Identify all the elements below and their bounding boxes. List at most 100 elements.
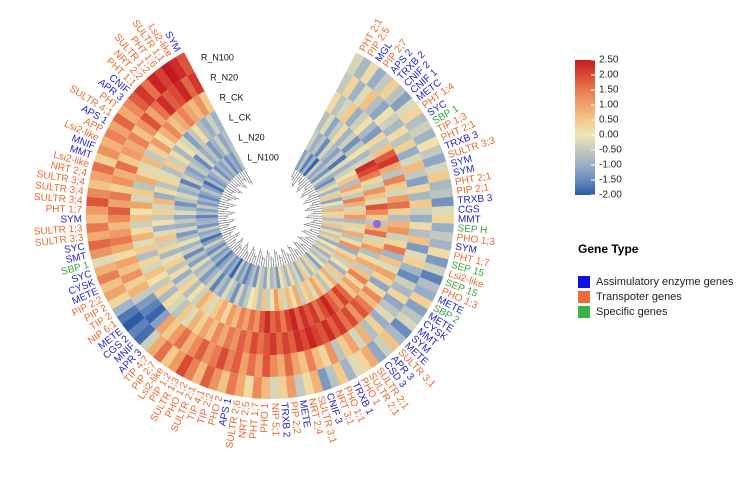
heat-cell [197,224,220,233]
heat-cell [130,214,153,222]
dendro-leaf [291,173,303,188]
heat-cell [255,265,263,289]
heat-cell [117,152,141,168]
heat-cell [158,247,182,261]
heat-cell [306,162,325,181]
dendro-leaf [235,175,248,189]
heat-cell [367,137,391,155]
heat-cell [311,243,332,260]
heat-cell [214,299,229,322]
heat-cell [386,226,410,236]
heat-cell [178,275,199,295]
heat-cell [189,255,211,273]
heat-cell [149,308,171,330]
heat-cell [174,214,197,220]
gene-label: NRT 2;5 [237,400,252,438]
heat-cell [360,175,383,188]
heat-cell [152,339,174,363]
dendro-leaf [221,195,232,201]
heat-cell [178,236,201,248]
heat-cell [212,134,230,156]
heat-cell [85,214,109,224]
heat-cell [324,150,345,169]
heat-cell [371,270,394,288]
gene-label: SULTR 1;3 [33,223,83,238]
dendro-branch [304,187,307,190]
heat-cell [282,264,292,287]
heat-cell [419,269,444,286]
heat-cell [235,306,247,330]
heat-cell [321,211,344,216]
dendro-leaf [308,236,316,241]
heat-cell [204,294,221,317]
heat-cell [109,182,133,195]
heat-cell [318,230,341,241]
heat-cell [338,239,361,252]
dendro-leaf [313,210,322,213]
heat-cell [321,207,344,213]
heat-cell [212,165,232,182]
dendro-leaf [224,189,232,194]
heat-cell [321,204,344,210]
heat-cell [232,149,246,171]
heat-cell [395,98,418,119]
heat-cell [343,210,366,216]
heat-cell [209,321,225,345]
heat-cell [322,146,342,166]
dendro-leaf [296,242,307,253]
heat-cell [319,193,342,203]
heat-cell [199,229,222,240]
heat-cell [407,235,431,247]
heat-cell [293,373,306,398]
dendro-branch [233,240,236,243]
heat-cell [269,376,280,399]
dendro-branch [279,257,282,259]
heat-cell [108,228,132,239]
heat-cell [318,186,340,198]
heat-cell [237,284,249,307]
heat-cell [134,173,158,187]
dendro-leaf [230,180,237,187]
heat-cell [130,200,153,210]
heat-cell [361,180,385,192]
heat-cell [431,205,455,216]
heat-cell [87,238,112,251]
heat-cell [365,214,388,221]
heat-cell [139,298,162,318]
heat-cell [364,191,387,202]
heat-cell [174,209,197,215]
heat-cell [304,278,320,300]
heat-cell [165,293,187,314]
dendro-leaf [304,236,315,244]
dendro-leaf [232,240,243,252]
heat-cell [274,266,281,289]
heat-cell [308,247,328,265]
heat-cell [244,263,255,286]
dendro-branch [295,249,298,252]
dendro-leaf [280,248,287,265]
heat-cell [186,334,204,358]
heat-cell [202,237,225,250]
legend-swatch [578,291,590,303]
heat-cell [179,331,198,354]
heat-cell [223,155,240,175]
heat-cell [368,100,391,122]
heat-cell [422,152,447,169]
heat-cell [207,367,223,392]
heat-cell [327,153,348,171]
heat-cell [152,208,175,215]
heat-cell [408,291,433,310]
colorbar-tick-label: 0.50 [599,115,619,126]
dendro-leaf [313,220,322,222]
heat-cell [275,332,284,355]
dendro-leaf [232,178,241,187]
heat-cell [166,153,188,170]
heat-cell [251,287,260,310]
heat-cell [296,258,312,279]
dendro-leaf [220,198,229,202]
heat-cell [233,283,246,306]
dendro-leaf [289,254,294,262]
heat-cell [228,281,242,304]
dendro-leaf [276,252,280,267]
heat-cell [361,125,383,145]
